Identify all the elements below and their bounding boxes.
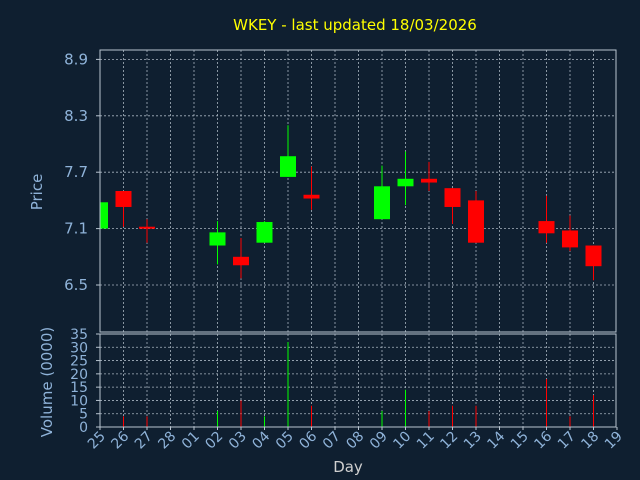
volume-tick-label: 30 <box>70 340 88 356</box>
x-tick-label: 16 <box>531 428 555 452</box>
x-tick-label: 25 <box>85 429 109 453</box>
volume-tick-label: 25 <box>70 354 88 370</box>
volume-grid <box>100 334 616 427</box>
volume-plot-frame <box>99 333 617 428</box>
x-tick-label: 28 <box>155 429 179 453</box>
x-tick-label: 12 <box>437 429 461 453</box>
x-tick-label: 26 <box>108 428 132 452</box>
price-tick-label: 7.7 <box>64 163 88 181</box>
volume-tick-label: 5 <box>79 407 88 423</box>
x-tick-label: 06 <box>296 428 320 452</box>
x-tick-label: 10 <box>390 429 414 453</box>
chart-title: WKEY - last updated 18/03/2026 <box>233 16 477 34</box>
x-tick-label: 13 <box>461 429 485 453</box>
candle-body <box>562 230 578 248</box>
candle-body <box>209 232 226 246</box>
candle-body <box>374 186 390 220</box>
candle-body <box>100 202 108 229</box>
price-plot-frame <box>99 49 617 333</box>
volume-axis-label: Volume (0000) <box>38 327 56 437</box>
volume-tick-label: 10 <box>70 393 88 409</box>
candle-body <box>468 200 484 243</box>
price-axis-label: Price <box>28 174 46 211</box>
x-tick-label: 09 <box>367 429 391 453</box>
price-tick-label: 6.5 <box>64 276 88 294</box>
x-tick-label: 18 <box>578 429 602 453</box>
x-tick-label: 03 <box>226 429 250 453</box>
candle-body <box>303 194 320 199</box>
x-tick-label: 15 <box>508 429 532 453</box>
x-axis-label: Day <box>333 458 363 476</box>
price-tick-label: 7.1 <box>64 220 88 238</box>
x-tick-label: 01 <box>179 429 203 453</box>
x-tick-label: 27 <box>132 429 156 453</box>
candle-body <box>585 245 602 267</box>
price-tick-label: 8.9 <box>64 50 88 68</box>
volume-tick-label: 35 <box>70 327 88 343</box>
candle-body <box>397 178 414 187</box>
volume-tick-label: 15 <box>70 380 88 396</box>
x-tick-label: 17 <box>555 429 579 453</box>
volume-tick-label: 20 <box>70 367 88 383</box>
x-tick-label: 07 <box>320 429 344 453</box>
x-tick-label: 08 <box>343 429 367 453</box>
x-axis-ticks: 25 26 27 28 01 02 03 04 05 06 07 08 09 10 11 12 13 14 15 16… <box>85 427 626 452</box>
x-tick-label: 04 <box>249 428 273 452</box>
candle-body <box>233 256 249 266</box>
candle-body <box>115 191 132 207</box>
candle-body <box>444 188 461 207</box>
volume-bars <box>99 341 594 427</box>
candle-body <box>538 221 555 234</box>
candles <box>99 125 602 281</box>
price-tick-label: 8.3 <box>64 107 88 125</box>
x-tick-label: 02 <box>202 429 226 453</box>
price-y-ticks: 6.5 7.1 7.7 8.3 8.9 <box>64 50 100 294</box>
x-tick-label: 19 <box>602 429 626 453</box>
candle-body <box>421 178 437 183</box>
candle-body <box>280 156 296 177</box>
candle-body <box>139 226 155 229</box>
price-grid <box>100 50 616 332</box>
candle-body <box>256 222 273 243</box>
volume-tick-label: 0 <box>79 420 88 436</box>
x-tick-label: 11 <box>414 429 438 453</box>
x-tick-label: 05 <box>273 429 297 453</box>
x-tick-label: 14 <box>484 428 508 452</box>
